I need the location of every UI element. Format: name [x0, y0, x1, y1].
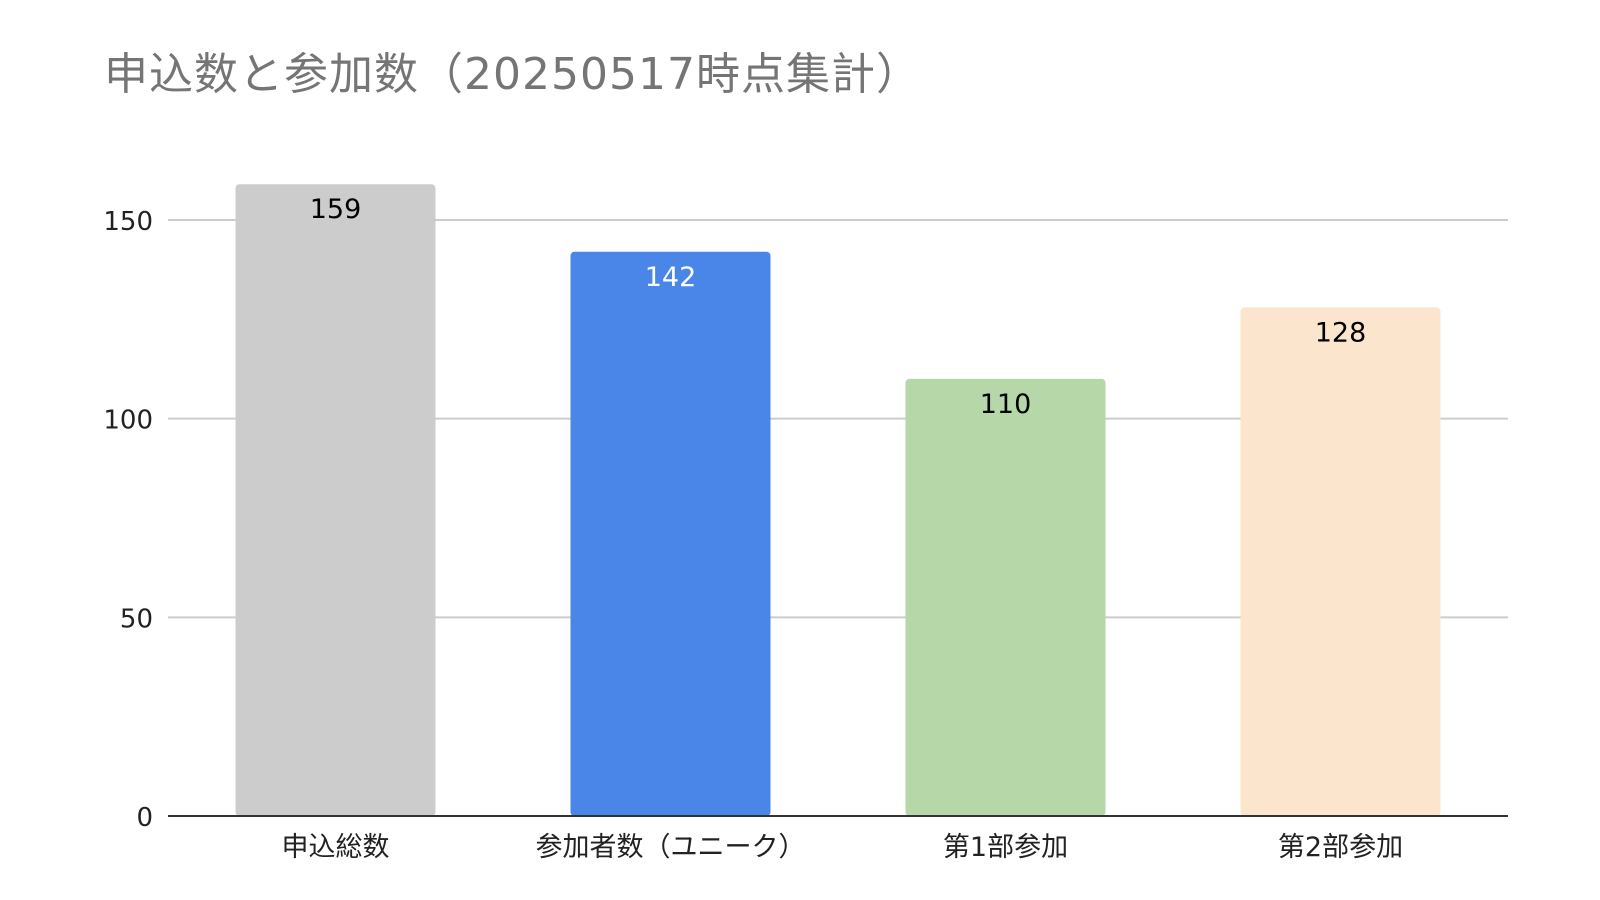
bar-1 — [570, 251, 771, 816]
bars-group — [235, 184, 1441, 817]
y-tick-label-50: 50 — [120, 604, 153, 634]
bar-0 — [235, 184, 436, 817]
x-tick-label-2: 第1部参加 — [943, 832, 1068, 863]
data-label-0: 159 — [310, 194, 362, 225]
bar-2 — [905, 378, 1106, 816]
data-label-2: 110 — [980, 389, 1032, 420]
data-label-3: 128 — [1315, 317, 1367, 348]
y-tick-label-150: 150 — [103, 207, 153, 237]
x-tick-label-0: 申込総数 — [282, 832, 390, 863]
y-tick-label-0: 0 — [136, 803, 153, 833]
bar-3 — [1240, 307, 1441, 816]
data-label-1: 142 — [645, 262, 697, 293]
y-tick-label-100: 100 — [103, 406, 153, 436]
x-tick-label-1: 参加者数（ユニーク） — [536, 832, 806, 863]
chart-title: 申込数と参加数（20250517時点集計） — [104, 49, 921, 100]
x-tick-label-3: 第2部参加 — [1278, 832, 1403, 863]
labels-group: 0 50 100 150 159 申込総数 142 参加者数（ユニーク） 110 第1部参加 128… — [103, 194, 1403, 863]
